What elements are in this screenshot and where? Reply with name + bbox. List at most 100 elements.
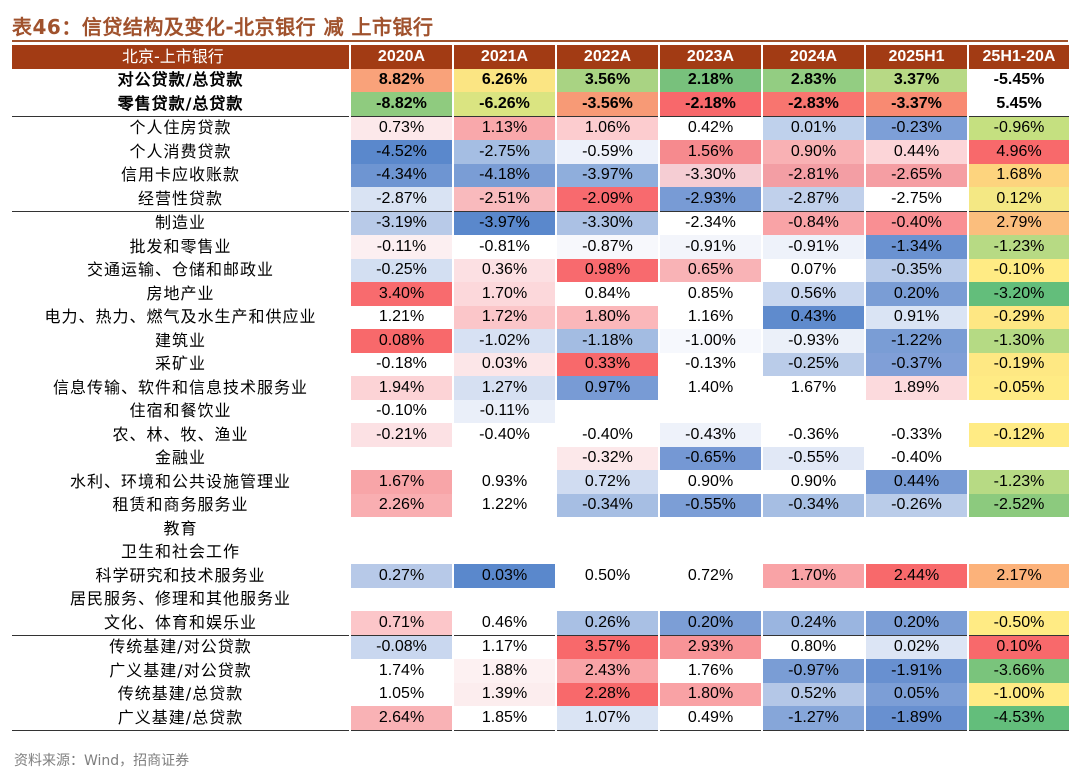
value-cell: 1.88% (453, 659, 557, 683)
value-cell: 0.33% (556, 352, 660, 376)
row-label: 卫生和社会工作 (12, 540, 351, 564)
row-label: 交通运输、仓储和邮政业 (12, 258, 351, 282)
value-cell: 0.03% (453, 564, 557, 588)
value-cell (350, 446, 454, 470)
value-cell: -0.40% (453, 423, 557, 447)
value-cell (968, 540, 1069, 564)
value-cell: -0.33% (865, 423, 969, 447)
table-row: 农、林、牧、渔业 -0.21% -0.40% -0.40% -0.43% -0.36% -0… (12, 423, 1069, 447)
row-label: 广义基建/总贷款 (12, 706, 351, 731)
row-label: 传统基建/总贷款 (12, 682, 351, 706)
table-row: 住宿和餐饮业 -0.10% -0.11% (12, 399, 1069, 423)
value-cell: 1.70% (762, 564, 866, 588)
value-cell (762, 399, 866, 423)
value-cell: -0.34% (762, 493, 866, 517)
value-cell: -0.91% (659, 235, 763, 259)
row-label: 建筑业 (12, 329, 351, 353)
table-row: 传统基建/总贷款 1.05% 1.39% 2.28% 1.80% 0.52% 0.05% -1… (12, 682, 1069, 706)
value-cell: 0.52% (762, 682, 866, 706)
table-row: 批发和零售业 -0.11% -0.81% -0.87% -0.91% -0.91% -1.3… (12, 235, 1069, 259)
value-cell: 0.72% (659, 564, 763, 588)
row-label: 对公贷款/总贷款 (12, 68, 351, 92)
value-cell (556, 587, 660, 611)
value-cell: 1.80% (556, 305, 660, 329)
value-cell: -0.55% (659, 493, 763, 517)
value-cell: 0.97% (556, 376, 660, 400)
table-row: 个人消费贷款 -4.52% -2.75% -0.59% 1.56% 0.90% 0.44% 4… (12, 140, 1069, 164)
value-cell: 0.36% (453, 258, 557, 282)
value-cell: -0.29% (968, 305, 1069, 329)
table-row: 卫生和社会工作 (12, 540, 1069, 564)
row-label: 批发和零售业 (12, 235, 351, 259)
title-divider (12, 40, 1068, 42)
value-cell: 1.27% (453, 376, 557, 400)
value-cell: 1.67% (762, 376, 866, 400)
value-cell: -6.26% (453, 92, 557, 116)
value-cell: -0.65% (659, 446, 763, 470)
value-cell (556, 399, 660, 423)
table-row: 对公贷款/总贷款 8.82% 6.26% 3.56% 2.18% 2.83% 3.37% -5… (12, 68, 1069, 92)
value-cell: -0.25% (762, 352, 866, 376)
value-cell: -2.87% (350, 187, 454, 211)
row-label: 水利、环境和公共设施管理业 (12, 470, 351, 494)
value-cell: -0.25% (350, 258, 454, 282)
value-cell (659, 540, 763, 564)
value-cell: -2.34% (659, 210, 763, 235)
value-cell: -0.84% (762, 210, 866, 235)
value-cell: 0.44% (865, 140, 969, 164)
header-cell-year: 2021A (453, 45, 557, 69)
value-cell: -0.18% (350, 352, 454, 376)
table-body: 对公贷款/总贷款 8.82% 6.26% 3.56% 2.18% 2.83% 3.37% -5… (12, 68, 1069, 731)
value-cell: -1.91% (865, 659, 969, 683)
value-cell (350, 540, 454, 564)
value-cell: -2.75% (453, 140, 557, 164)
value-cell: 1.94% (350, 376, 454, 400)
value-cell: 0.72% (556, 470, 660, 494)
value-cell: -1.27% (762, 706, 866, 731)
row-label: 金融业 (12, 446, 351, 470)
value-cell (865, 399, 969, 423)
value-cell: -4.34% (350, 163, 454, 187)
value-cell (453, 587, 557, 611)
value-cell: 1.85% (453, 706, 557, 731)
value-cell: -0.10% (350, 399, 454, 423)
value-cell: -0.10% (968, 258, 1069, 282)
table-row: 广义基建/总贷款 2.64% 1.85% 1.07% 0.49% -1.27% -1.89%… (12, 706, 1069, 731)
value-cell: -2.83% (762, 92, 866, 116)
table-row: 个人住房贷款 0.73% 1.13% 1.06% 0.42% 0.01% -0.23% -0.… (12, 115, 1069, 140)
value-cell: 1.56% (659, 140, 763, 164)
value-cell: 0.20% (659, 611, 763, 635)
row-label: 科学研究和技术服务业 (12, 564, 351, 588)
header-cell-year: 2020A (350, 45, 454, 69)
value-cell: 0.98% (556, 258, 660, 282)
row-label: 文化、体育和娱乐业 (12, 611, 351, 635)
value-cell: 0.08% (350, 329, 454, 353)
value-cell: 0.12% (968, 187, 1069, 211)
value-cell: -0.96% (968, 115, 1069, 140)
value-cell: -2.18% (659, 92, 763, 116)
value-cell: 1.40% (659, 376, 763, 400)
value-cell: 4.96% (968, 140, 1069, 164)
table-row: 居民服务、修理和其他服务业 (12, 587, 1069, 611)
value-cell: 1.39% (453, 682, 557, 706)
header-cell-change: 25H1-20A (968, 45, 1069, 69)
value-cell: -0.40% (865, 210, 969, 235)
row-label: 信用卡应收账款 (12, 163, 351, 187)
row-label: 房地产业 (12, 282, 351, 306)
row-label: 经营性贷款 (12, 187, 351, 211)
table-row: 建筑业 0.08% -1.02% -1.18% -1.00% -0.93% -1.22% -1… (12, 329, 1069, 353)
table-row: 交通运输、仓储和邮政业 -0.25% 0.36% 0.98% 0.65% 0.07% -0.… (12, 258, 1069, 282)
value-cell: 0.26% (556, 611, 660, 635)
value-cell: -2.65% (865, 163, 969, 187)
value-cell: -0.55% (762, 446, 866, 470)
value-cell: -3.19% (350, 210, 454, 235)
value-cell: -0.50% (968, 611, 1069, 635)
value-cell: 2.83% (762, 68, 866, 92)
value-cell: 1.67% (350, 470, 454, 494)
value-cell: -1.89% (865, 706, 969, 731)
value-cell: -2.09% (556, 187, 660, 211)
value-cell: 1.68% (968, 163, 1069, 187)
value-cell: -0.59% (556, 140, 660, 164)
value-cell: -2.75% (865, 187, 969, 211)
value-cell: 0.93% (453, 470, 557, 494)
